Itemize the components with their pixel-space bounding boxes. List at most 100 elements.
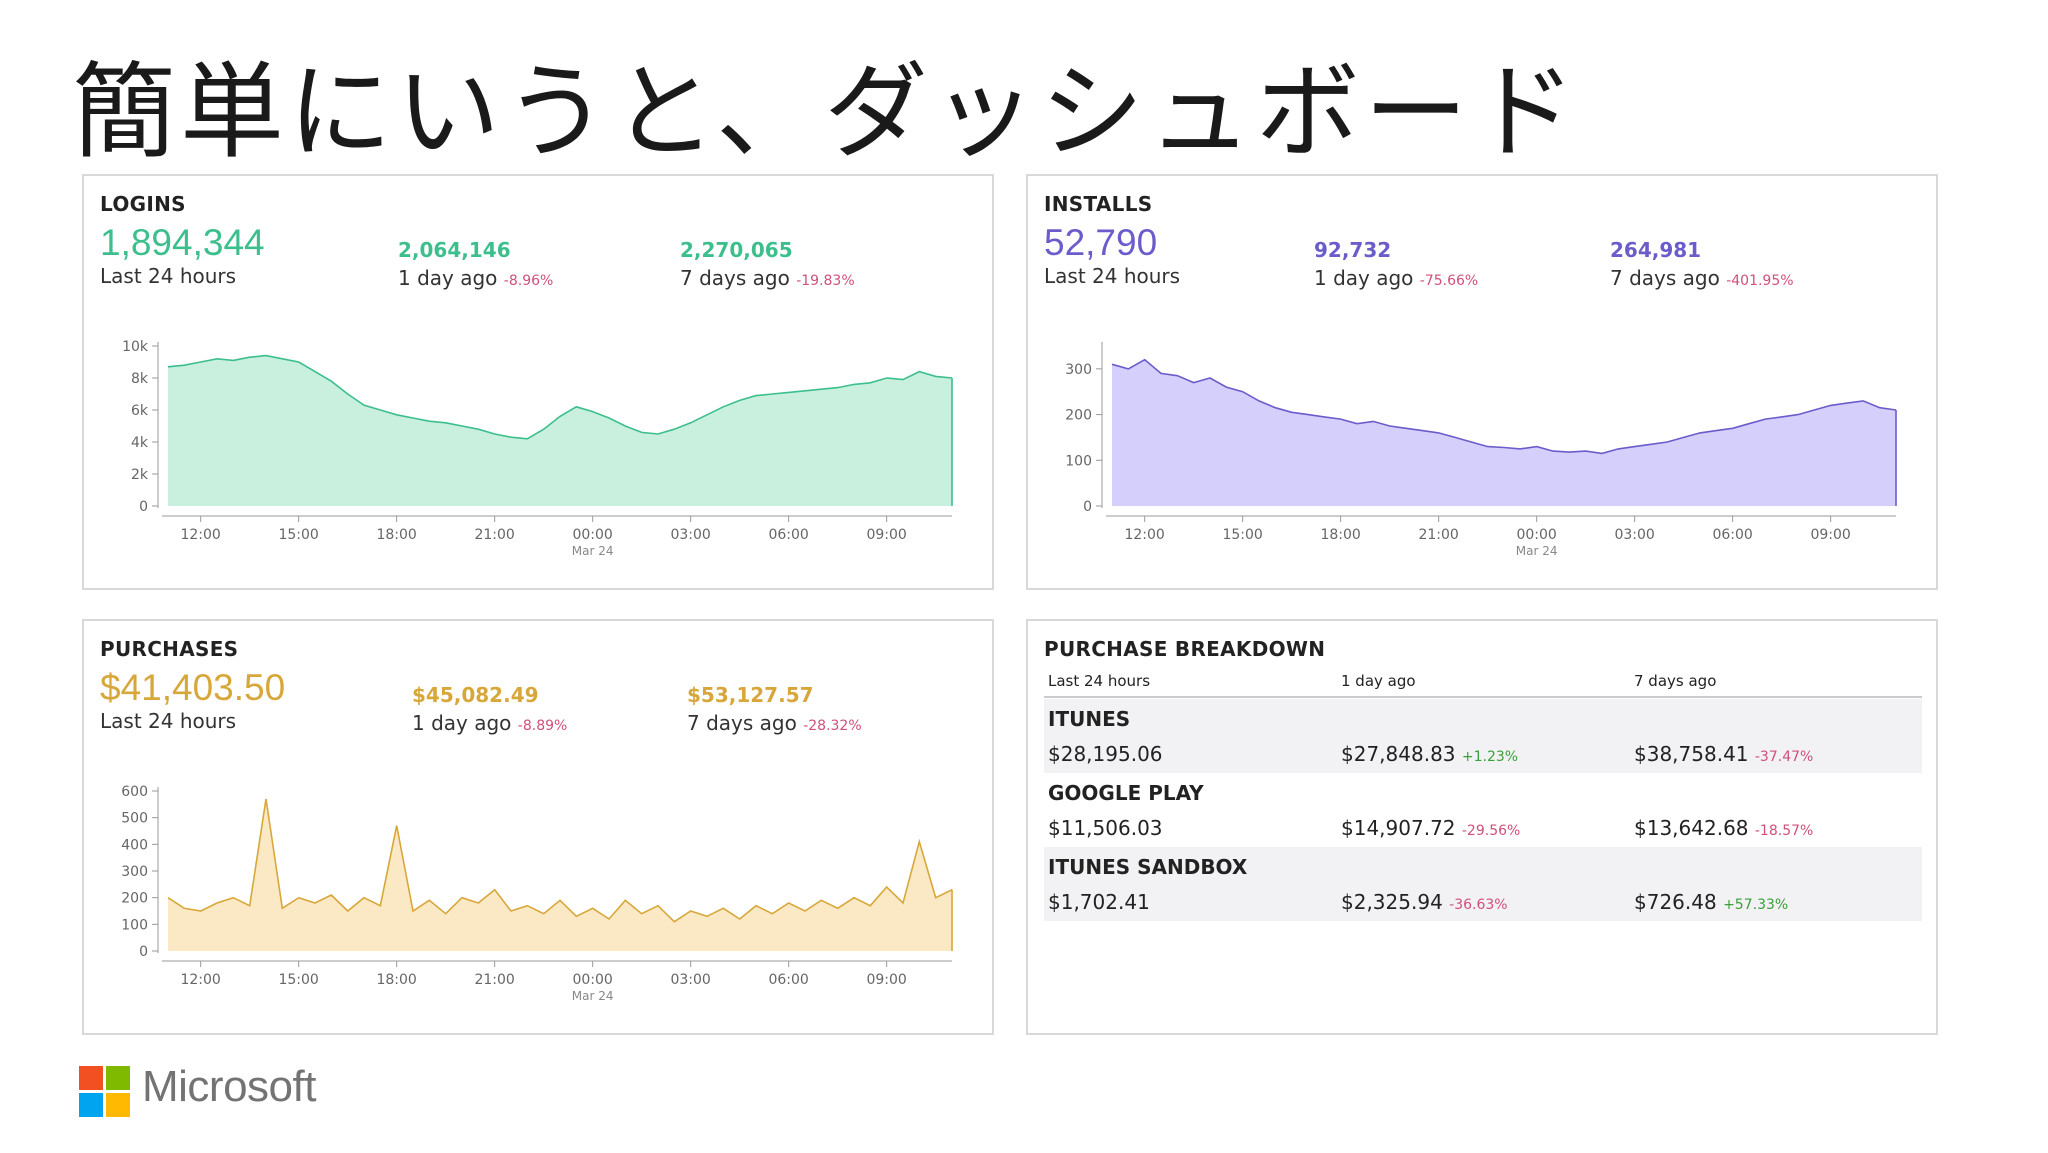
x-tick-label: 18:00 <box>376 972 416 988</box>
row-day-delta: +1.23% <box>1461 749 1519 765</box>
purchases-week: $53,127.57 7 days ago -28.32% <box>687 683 862 735</box>
row-week-delta: -18.57% <box>1754 823 1814 839</box>
purchases-week-delta: -28.32% <box>803 718 862 734</box>
microsoft-wordmark: Microsoft <box>142 1062 316 1111</box>
purchases-current: $41,403.50 Last 24 hours <box>100 667 285 733</box>
x-tick-label: 09:00 <box>1810 527 1850 543</box>
breakdown-header-last: Last 24 hours <box>1048 672 1151 690</box>
y-tick-label: 8k <box>131 371 149 387</box>
installs-day: 92,732 1 day ago -75.66% <box>1314 238 1478 290</box>
y-tick-label: 0 <box>139 499 148 515</box>
purchases-value-label: Last 24 hours <box>100 709 237 733</box>
series-area <box>1112 359 1896 506</box>
installs-panel: INSTALLS 52,790 Last 24 hours 92,732 1 d… <box>1026 174 1938 590</box>
y-tick-label: 100 <box>1065 453 1092 469</box>
row-day: $27,848.83 <box>1341 742 1456 766</box>
row-last: $11,506.03 <box>1048 816 1163 840</box>
slide-title: 簡単にいうと、ダッシュボード <box>72 51 1580 173</box>
logins-panel: LOGINS 1,894,344 Last 24 hours 2,064,146… <box>82 174 994 590</box>
logins-week-label: 7 days ago <box>680 266 790 290</box>
table-row: ITUNES SANDBOX $1,702.41 $2,325.94 -36.6… <box>1044 847 1922 921</box>
row-day-delta: -36.63% <box>1449 897 1508 913</box>
x-tick-label: 03:00 <box>670 972 710 988</box>
purchases-day-label: 1 day ago <box>412 711 512 735</box>
x-tick-label: 09:00 <box>866 972 906 988</box>
x-tick-label: 18:00 <box>376 527 416 543</box>
x-tick-label: 00:00 <box>1516 527 1556 543</box>
logins-current: 1,894,344 Last 24 hours <box>100 222 265 288</box>
purchases-value: $41,403.50 <box>100 667 286 708</box>
x-tick-label: 00:00 <box>572 972 612 988</box>
installs-title: INSTALLS <box>1044 192 1153 216</box>
row-last: $28,195.06 <box>1048 742 1163 766</box>
row-day: $14,907.72 <box>1341 816 1456 840</box>
x-tick-label: 12:00 <box>1124 527 1164 543</box>
y-tick-label: 300 <box>1065 362 1092 378</box>
y-tick-label: 4k <box>131 435 149 451</box>
y-tick-label: 400 <box>121 837 148 853</box>
logins-week-value: 2,270,065 <box>680 238 793 262</box>
logins-day: 2,064,146 1 day ago -8.96% <box>398 238 553 290</box>
logins-week: 2,270,065 7 days ago -19.83% <box>680 238 855 290</box>
logins-day-delta: -8.96% <box>503 273 554 289</box>
purchases-week-label: 7 days ago <box>687 711 797 735</box>
logins-day-label: 1 day ago <box>398 266 498 290</box>
installs-week: 264,981 7 days ago -401.95% <box>1610 238 1794 290</box>
purchases-chart: 0 100 200 300 400 500 600 12:00 15:00 18:00 21:00 0… <box>121 784 953 1003</box>
x-tick-label: 03:00 <box>670 527 710 543</box>
breakdown-panel: PURCHASE BREAKDOWN Last 24 hours 1 day a… <box>1026 619 1938 1035</box>
x-tick-label: 21:00 <box>474 527 514 543</box>
row-day-delta: -29.56% <box>1461 823 1521 839</box>
series-line <box>167 354 953 440</box>
y-tick-label: 6k <box>131 403 149 419</box>
x-tick-label: 06:00 <box>768 972 808 988</box>
x-tick-label: 09:00 <box>866 527 906 543</box>
row-name: ITUNES <box>1048 707 1131 731</box>
purchases-title: PURCHASES <box>100 637 239 661</box>
table-row: GOOGLE PLAY $11,506.03 $14,907.72 -29.56… <box>1044 773 1922 847</box>
row-last: $1,702.41 <box>1048 890 1150 914</box>
x-tick-label: 15:00 <box>278 972 318 988</box>
series-line <box>167 798 953 923</box>
purchases-day: $45,082.49 1 day ago -8.89% <box>412 683 567 735</box>
row-name: ITUNES SANDBOX <box>1048 855 1248 879</box>
series-area <box>168 799 952 951</box>
x-tick-label: 06:00 <box>1712 527 1752 543</box>
installs-day-value: 92,732 <box>1314 238 1392 262</box>
row-week: $13,642.68 <box>1634 816 1749 840</box>
row-week: $38,758.41 <box>1634 742 1749 766</box>
x-tick-label: 21:00 <box>1418 527 1458 543</box>
x-tick-label: 00:00 <box>572 527 612 543</box>
table-row: ITUNES $28,195.06 $27,848.83 +1.23% $38,… <box>1044 699 1922 773</box>
logins-chart: 0 2k 4k 6k 8k 10k 12:00 15:00 18:00 21:00 00:00Mar… <box>122 339 953 558</box>
x-tick-label: 21:00 <box>474 972 514 988</box>
breakdown-title: PURCHASE BREAKDOWN <box>1044 637 1326 661</box>
y-tick-label: 300 <box>121 864 148 880</box>
x-sub-label: Mar 24 <box>572 544 614 558</box>
installs-week-value: 264,981 <box>1610 238 1702 262</box>
logins-title: LOGINS <box>100 192 186 216</box>
x-tick-label: 12:00 <box>180 972 220 988</box>
y-tick-label: 200 <box>1065 408 1092 424</box>
row-name: GOOGLE PLAY <box>1048 781 1204 805</box>
y-tick-label: 500 <box>121 811 148 827</box>
installs-value-label: Last 24 hours <box>1044 264 1181 288</box>
x-tick-label: 03:00 <box>1614 527 1654 543</box>
logins-day-value: 2,064,146 <box>398 238 511 262</box>
breakdown-header: Last 24 hours 1 day ago 7 days ago <box>1044 672 1922 698</box>
y-tick-label: 10k <box>122 339 149 355</box>
logins-week-delta: -19.83% <box>796 273 855 289</box>
microsoft-logo-icon <box>79 1066 131 1118</box>
y-tick-label: 600 <box>121 784 148 800</box>
logins-value: 1,894,344 <box>100 222 265 263</box>
installs-value: 52,790 <box>1044 222 1158 263</box>
y-tick-label: 100 <box>121 917 148 933</box>
breakdown-header-day: 1 day ago <box>1341 672 1416 690</box>
x-tick-label: 12:00 <box>180 527 220 543</box>
x-tick-label: 18:00 <box>1320 527 1360 543</box>
installs-current: 52,790 Last 24 hours <box>1044 222 1180 288</box>
installs-week-delta: -401.95% <box>1726 273 1794 289</box>
installs-week-label: 7 days ago <box>1610 266 1720 290</box>
row-week: $726.48 <box>1634 890 1717 914</box>
